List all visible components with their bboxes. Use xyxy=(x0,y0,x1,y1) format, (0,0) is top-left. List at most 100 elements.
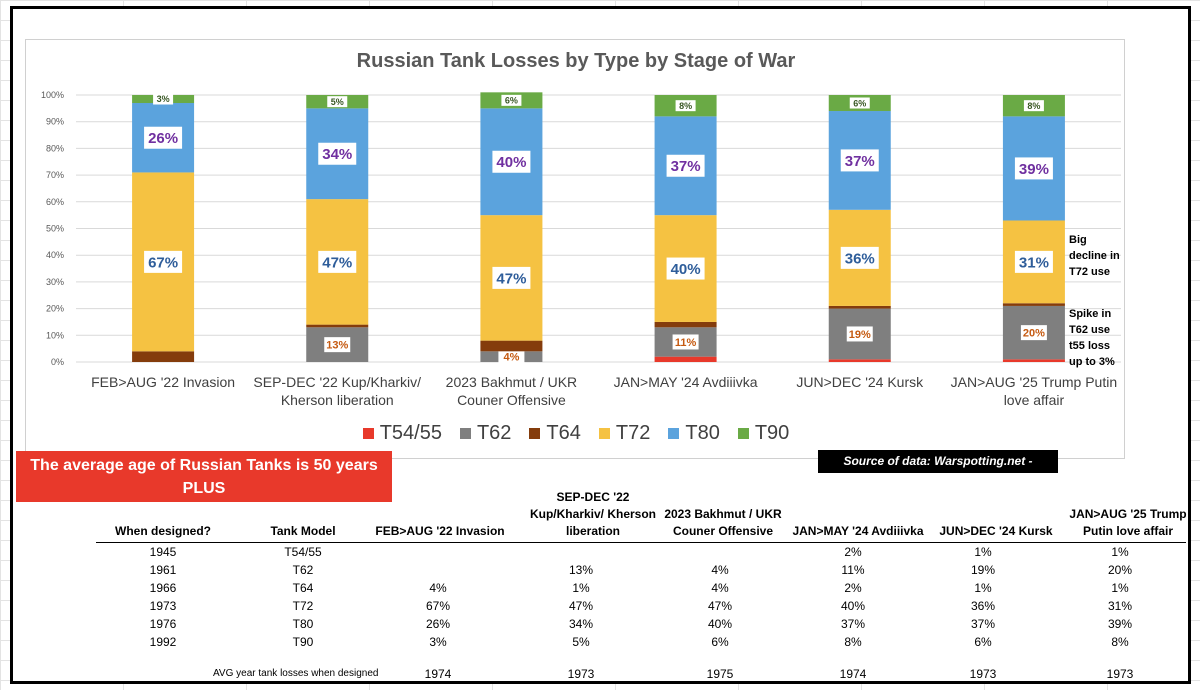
legend-item: T72 xyxy=(598,422,651,445)
legend-label: T64 xyxy=(546,422,581,444)
x-category-label: Kherson liberation xyxy=(281,392,394,408)
cell-avg-year: 1975 xyxy=(706,667,734,681)
cell-loss-share: 47% xyxy=(707,599,733,613)
data-label: 47% xyxy=(496,270,526,287)
banner-line-1: The average age of Russian Tanks is 50 y… xyxy=(30,457,378,497)
bar-segment-t64 xyxy=(654,321,717,328)
cell-avg-year: 1973 xyxy=(969,667,997,681)
data-label-box xyxy=(498,349,525,365)
data-label-box xyxy=(492,150,531,173)
cell-loss-share: 2% xyxy=(844,545,862,559)
data-label: 8% xyxy=(679,101,692,111)
legend-item: T80 xyxy=(668,422,720,445)
legend-item: T62 xyxy=(459,422,512,445)
legend-item: T90 xyxy=(737,422,790,445)
cell-loss-share: 8% xyxy=(1111,635,1129,649)
cell-loss-share: 4% xyxy=(429,581,447,595)
legend-label: T54/55 xyxy=(379,422,442,444)
cell-loss-share: 6% xyxy=(974,635,992,649)
cell-tank-model: T80 xyxy=(292,617,314,631)
data-label: 40% xyxy=(671,261,701,278)
data-label-box xyxy=(144,126,183,149)
y-tick-label: 80% xyxy=(46,143,64,153)
data-label: 13% xyxy=(326,340,348,352)
data-label-box xyxy=(153,93,174,105)
cell-loss-share: 1% xyxy=(1111,545,1129,559)
legend-label: T62 xyxy=(476,422,512,444)
header-col-6: JAN>AUG '25 Trump Putin love affair xyxy=(1053,506,1200,540)
bar-segment-t64 xyxy=(480,340,543,352)
header-col-5: JUN>DEC '24 Kursk xyxy=(921,523,1071,540)
data-label: 3% xyxy=(157,94,170,104)
cell-loss-share: 39% xyxy=(1107,617,1133,631)
y-tick-label: 60% xyxy=(46,197,64,207)
avg-year-label: AVG year tank losses when designed xyxy=(213,668,379,679)
cell-avg-year: 1974 xyxy=(839,667,867,681)
header-col-6-line: JAN>AUG '25 Trump xyxy=(1069,507,1187,521)
legend-swatch xyxy=(668,428,680,439)
x-category-label: JUN>DEC '24 Kursk xyxy=(796,374,924,390)
cell-loss-share: 1% xyxy=(1111,581,1129,595)
cell-avg-year: 1973 xyxy=(1106,667,1134,681)
y-tick-label: 20% xyxy=(46,304,64,314)
data-label: 5% xyxy=(331,97,344,107)
header-tank-model: Tank Model xyxy=(270,524,336,538)
legend-label: T72 xyxy=(615,422,651,444)
data-label-box xyxy=(846,326,873,342)
data-label-box xyxy=(1023,100,1044,112)
bar-segment-t64 xyxy=(1002,303,1065,306)
header-when-designed: When designed? xyxy=(115,524,211,538)
annotation-t62-line: Spike in xyxy=(1069,308,1112,320)
cell-year-designed: 1945 xyxy=(149,545,177,559)
bar-segment-t54-55 xyxy=(828,359,891,362)
annotation-t62-line: T62 use xyxy=(1069,324,1110,336)
average-age-banner: The average age of Russian Tanks is 50 y… xyxy=(16,451,392,520)
data-label-box xyxy=(675,100,696,112)
data-label-box xyxy=(840,246,879,269)
cell-loss-share: 47% xyxy=(568,599,594,613)
x-category-label: Couner Offensive xyxy=(457,392,566,408)
cell-tank-model: T72 xyxy=(292,599,314,613)
y-tick-label: 50% xyxy=(46,224,64,234)
cell-loss-share: 20% xyxy=(1107,563,1133,577)
stacked-bar-chart: 0% 10% 20% 30% 40% 50% 60% 70% 80% 90% 100% 67% 26% 3… xyxy=(41,90,1121,408)
cell-tank-model: T64 xyxy=(292,581,314,595)
bar-segment-t64 xyxy=(132,351,195,362)
bar-segment-t64 xyxy=(306,324,369,328)
cell-loss-share: 2% xyxy=(844,581,862,595)
cell-year-designed: 1992 xyxy=(149,635,177,649)
data-label-box xyxy=(666,154,705,177)
table-header-rule xyxy=(96,542,1186,543)
data-label-box xyxy=(327,96,348,108)
chart-title: Russian Tank Losses by Type by Stage of … xyxy=(356,50,796,72)
cell-loss-share: 1% xyxy=(572,581,590,595)
data-label-box xyxy=(672,334,699,350)
legend-label: T80 xyxy=(685,422,720,444)
annotation-t62: Spike in T62 use t55 loss up to 3% xyxy=(1069,306,1115,370)
legend-label: T90 xyxy=(754,422,790,444)
data-label-box xyxy=(144,250,183,273)
y-tick-label: 100% xyxy=(41,90,64,100)
legend-swatch xyxy=(598,428,610,439)
cell-year-designed: 1973 xyxy=(149,599,177,613)
cell-loss-share: 13% xyxy=(568,563,594,577)
header-col-6-line: Putin love affair xyxy=(1082,524,1174,538)
data-label-box xyxy=(666,257,705,280)
x-category-label: 2023 Bakhmut / UKR xyxy=(446,374,578,390)
header-col-4: JAN>MAY '24 Avdiiivka xyxy=(783,523,933,540)
annotation-t62-line: up to 3% xyxy=(1069,356,1115,368)
cell-loss-share: 19% xyxy=(970,563,996,577)
data-label-box xyxy=(324,337,351,353)
data-label: 36% xyxy=(845,250,875,267)
data-label: 40% xyxy=(496,154,526,171)
bar-segment-t54-55 xyxy=(1002,359,1065,362)
header-col-3: 2023 Bakhmut / UKR Couner Offensive xyxy=(643,506,803,540)
source-note: Source of data: Warspotting.net - estima… xyxy=(818,450,1058,491)
annotation-t72: Big decline in T72 use xyxy=(1069,232,1120,280)
data-label-box xyxy=(840,149,879,172)
header-col-2: SEP-DEC '22 Kup/Kharkiv/ Kherson liberat… xyxy=(518,489,668,540)
data-label: 39% xyxy=(1019,161,1049,178)
cell-year-designed: 1966 xyxy=(149,581,177,595)
header-col-2-line: liberation xyxy=(565,524,620,538)
data-label: 31% xyxy=(1019,254,1049,271)
